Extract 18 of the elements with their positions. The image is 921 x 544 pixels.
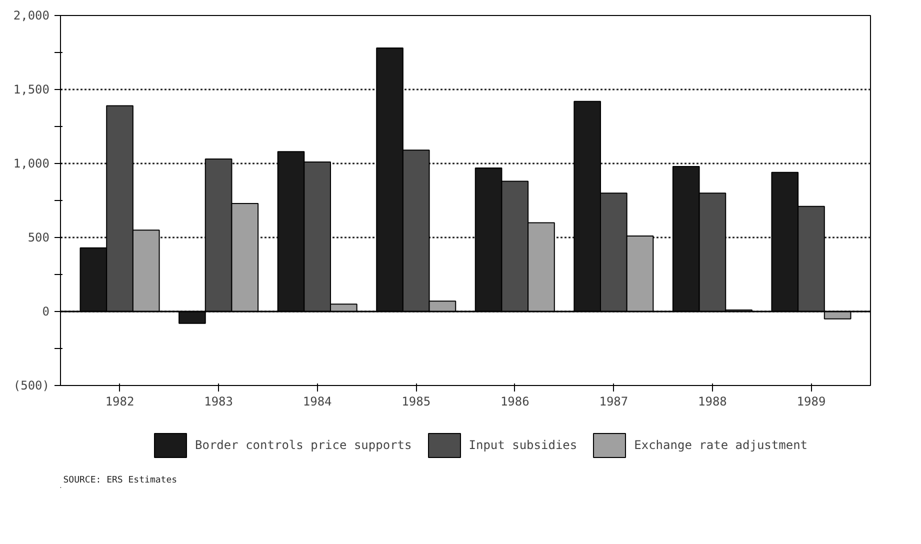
x-tick-label: 1982 <box>105 394 134 408</box>
y-tick-label: 500 <box>28 230 50 244</box>
legend-label: Input subsidies <box>468 438 578 452</box>
x-tick-label: 1985 <box>402 394 431 408</box>
x-tick-label: 1989 <box>796 394 826 408</box>
y-tick-label: 2,000 <box>13 8 50 22</box>
y-tick-label: 0 <box>42 304 50 318</box>
y-tick-label: 1,000 <box>13 156 50 170</box>
legend-label: Exchange rate adjustment <box>634 438 808 452</box>
x-tick-label: 1987 <box>599 394 628 408</box>
x-tick-label: 1986 <box>500 394 530 408</box>
y-tick-label: (500) <box>13 378 50 392</box>
source-note: SOURCE: ERS Estimates <box>63 476 178 486</box>
x-tick-label: 1988 <box>698 394 727 408</box>
y-tick-label: 1,500 <box>13 82 50 96</box>
x-tick-label: 1983 <box>204 394 234 408</box>
x-tick-label: 1984 <box>302 394 332 408</box>
legend-label: Border controls price supports <box>195 438 412 452</box>
